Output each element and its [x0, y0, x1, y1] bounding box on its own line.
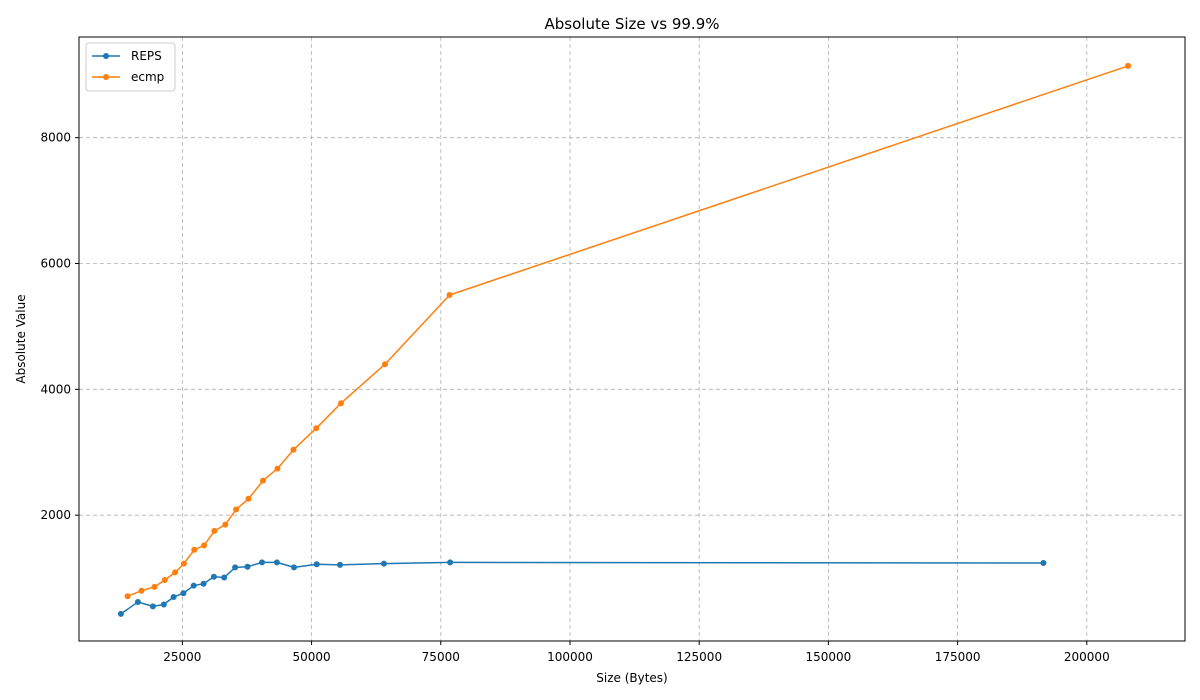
legend-marker-reps [103, 53, 109, 59]
x-tick-label: 175000 [935, 650, 981, 664]
data-point-ecmp [191, 546, 198, 553]
data-point-ecmp [313, 425, 320, 432]
data-point-ecmp [222, 521, 229, 528]
data-point-ecmp [338, 400, 344, 407]
data-point-reps [244, 563, 251, 570]
data-point-ecmp [245, 495, 252, 502]
axis-ticks: 25000 50000 75000 100000 125000 150000 175000 2… [40, 131, 1109, 664]
data-point-reps [291, 564, 297, 571]
data-point-ecmp [260, 477, 266, 484]
data-point-ecmp [290, 446, 297, 453]
x-tick-label: 125000 [676, 650, 722, 664]
data-point-ecmp [382, 361, 388, 368]
x-tick-label: 100000 [547, 650, 593, 664]
data-point-ecmp [1125, 62, 1132, 69]
data-point-reps [210, 573, 217, 580]
x-tick-label: 150000 [805, 650, 851, 664]
data-point-reps [200, 580, 207, 587]
data-point-ecmp [151, 583, 158, 590]
legend-label-reps: REPS [131, 49, 162, 63]
data-point-reps [170, 594, 177, 600]
data-point-ecmp [138, 587, 145, 594]
x-axis-label: Size (Bytes) [596, 671, 667, 685]
legend-label-ecmp: ecmp [131, 70, 164, 84]
data-point-ecmp [446, 292, 453, 298]
plot-area-frame [78, 36, 1186, 642]
data-point-ecmp [233, 506, 240, 513]
x-tick-label: 25000 [163, 650, 201, 664]
grid [79, 37, 1185, 641]
data-point-ecmp [124, 593, 131, 600]
data-point-reps [134, 599, 141, 605]
y-tick-label: 8000 [40, 131, 71, 145]
x-tick-label: 75000 [422, 650, 460, 664]
legend-marker-ecmp [103, 74, 109, 80]
data-point-reps [180, 590, 187, 597]
legend: REPS ecmp [85, 42, 176, 92]
y-axis-label: Absolute Value [14, 294, 28, 383]
data-point-reps [259, 559, 265, 566]
data-point-ecmp [211, 527, 218, 534]
y-tick-label: 4000 [40, 382, 71, 396]
y-tick-label: 6000 [40, 257, 71, 271]
data-point-reps [117, 610, 124, 617]
data-point-reps [447, 559, 454, 566]
chart-title: Absolute Size vs 99.9% [545, 15, 720, 33]
data-point-reps [190, 582, 197, 589]
x-tick-label: 200000 [1064, 650, 1110, 664]
data-point-reps [273, 559, 280, 566]
data-point-ecmp [172, 569, 179, 576]
data-point-reps [1040, 560, 1047, 566]
data-point-reps [232, 564, 239, 571]
x-tick-label: 50000 [292, 650, 330, 664]
data-point-ecmp [201, 542, 208, 549]
data-point-ecmp [274, 465, 281, 472]
data-point-reps [313, 561, 320, 568]
data-point-reps [221, 574, 228, 581]
y-tick-label: 2000 [40, 508, 71, 522]
data-point-reps [380, 560, 387, 567]
data-point-ecmp [161, 577, 168, 583]
plot-series [117, 62, 1132, 617]
data-point-reps [337, 561, 343, 568]
data-point-ecmp [180, 560, 187, 567]
data-point-reps [160, 601, 167, 608]
data-point-reps [149, 603, 156, 610]
